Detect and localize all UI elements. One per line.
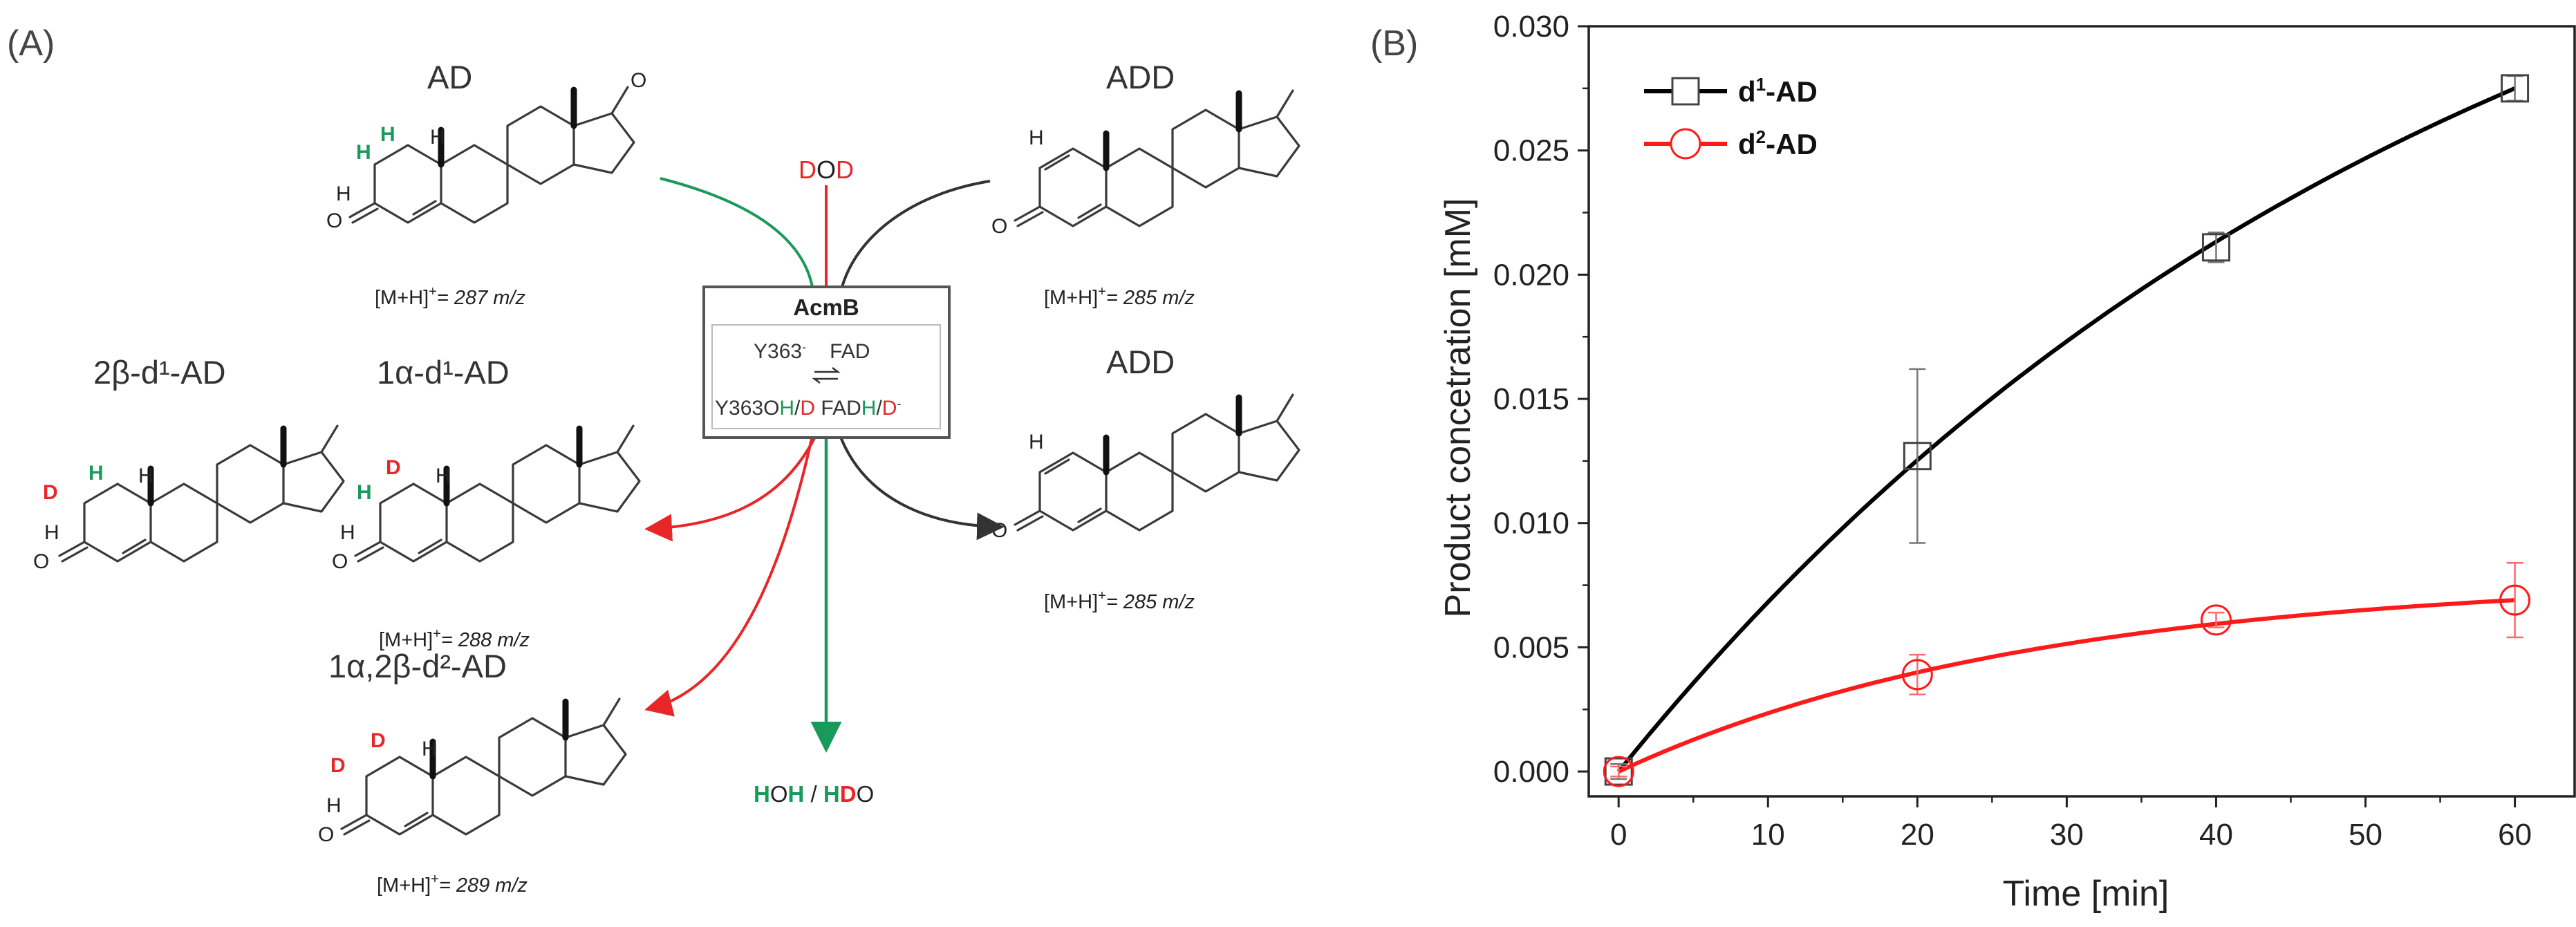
data-point-circle	[2200, 604, 2232, 636]
fit-curve-2	[1617, 598, 2515, 774]
svg-text:H: H	[44, 521, 59, 544]
svg-text:O: O	[991, 215, 1007, 238]
y-tick-label: 0.025	[1493, 134, 1569, 168]
1alpha-d1-ad-structure: O H H D H	[332, 426, 640, 573]
svg-text:H: H	[340, 521, 355, 544]
svg-text:H: H	[138, 465, 153, 487]
svg-text:O: O	[991, 519, 1007, 542]
svg-text:H: H	[357, 481, 372, 504]
svg-text:H: H	[430, 126, 445, 149]
legend-label: d1-AD	[1738, 74, 1818, 108]
x-tick-label: 10	[1751, 818, 1785, 852]
arrow-to-d2-ad	[644, 435, 814, 717]
add-structure-bottom: O H	[991, 395, 1299, 542]
y-tick-label: 0.005	[1493, 630, 1569, 664]
data-point-square	[1903, 442, 1932, 471]
compound-name-ad: AD	[427, 59, 472, 95]
svg-text:O: O	[332, 550, 348, 573]
svg-text:O: O	[318, 823, 334, 846]
svg-text:H: H	[1029, 431, 1044, 453]
reaction-scheme: (A) O H H H H O AD [M+H]+= 287 m/z O H D…	[7, 24, 1334, 897]
data-point-circle	[2499, 584, 2531, 616]
data-point-square	[2501, 74, 2530, 103]
x-tick-label: 20	[1901, 818, 1934, 852]
x-tick-label: 50	[2349, 818, 2382, 852]
mz-1alpha-2beta-d2-ad: [M+H]+= 289 m/z	[377, 872, 528, 897]
panel-b-label: (B)	[1370, 24, 1418, 64]
add-structure-top: O H	[991, 91, 1299, 238]
1alpha-2beta-d2-ad-structure: O H D D H	[318, 699, 626, 846]
legend-marker-square	[1671, 77, 1700, 106]
svg-text:D: D	[371, 729, 386, 752]
svg-text:H: H	[88, 462, 104, 485]
svg-text:H: H	[422, 738, 437, 760]
plot-frame	[1587, 25, 2576, 798]
svg-text:Y363OH/D FADH/D-: Y363OH/D FADH/D-	[715, 397, 901, 420]
compound-name-1alpha-2beta-d2-ad: 1α,2β-d²-AD	[328, 648, 507, 684]
x-tick-label: 0	[1610, 818, 1627, 852]
data-point-square	[1604, 757, 1633, 786]
water-products: HOH / HDO	[754, 781, 874, 807]
fit-curve-1	[1616, 86, 2516, 773]
svg-text:D: D	[386, 456, 401, 479]
svg-text:O: O	[631, 69, 646, 92]
panel-a-label: (A)	[7, 24, 55, 64]
svg-text:Y363-FAD: Y363- FAD	[754, 340, 870, 363]
svg-text:O: O	[326, 209, 342, 232]
svg-text:H: H	[1029, 127, 1044, 149]
legend-marker-circle	[1670, 128, 1701, 160]
mz-add-bottom: [M+H]+= 285 m/z	[1044, 588, 1195, 613]
legend-label: d2-AD	[1738, 127, 1818, 160]
svg-text:H: H	[336, 182, 351, 205]
svg-text:H: H	[326, 794, 342, 817]
data-point-square	[2201, 233, 2230, 262]
svg-text:H: H	[436, 465, 451, 487]
y-tick-label: 0.010	[1493, 507, 1569, 541]
x-axis-title: Time [min]	[2003, 874, 2169, 914]
y-tick-label: 0.020	[1493, 258, 1569, 292]
y-tick-label: 0.000	[1493, 755, 1569, 789]
compound-name-2beta-d1-ad: 2β-d¹-AD	[93, 354, 226, 391]
compound-name-1alpha-d1-ad: 1α-d¹-AD	[377, 354, 510, 391]
x-tick-label: 40	[2199, 818, 2233, 852]
mz-1alpha-d1-ad: [M+H]+= 288 m/z	[379, 626, 530, 651]
y-tick-label: 0.030	[1493, 10, 1569, 44]
2beta-d1-ad-structure: O H D H H	[33, 426, 344, 573]
mz-ad: [M+H]+= 287 m/z	[375, 284, 525, 309]
data-point-circle	[1901, 659, 1933, 691]
reagent-dod: DOD	[799, 156, 854, 184]
arrow-add-in	[841, 180, 991, 288]
svg-text:D: D	[43, 481, 58, 504]
svg-text:D: D	[330, 754, 346, 777]
enzyme-name: AcmB	[793, 294, 859, 320]
x-tick-label: 30	[2050, 818, 2084, 852]
compound-name-add-bottom: ADD	[1106, 344, 1175, 380]
svg-text:H: H	[356, 141, 371, 164]
kinetics-chart: (B) 0 10 20 30 40 50 60 0.000 0.005 0.010 0.015 0.0…	[1370, 10, 2576, 914]
mz-add-top: [M+H]+= 285 m/z	[1044, 284, 1195, 309]
acmb-enzyme-box: AcmB Y363- FAD Y363OH/D FADH/D-	[702, 285, 951, 439]
svg-text:O: O	[33, 550, 49, 573]
y-axis-title: Product concetration [mM]	[1438, 198, 1478, 618]
compound-name-add-top: ADD	[1106, 59, 1175, 95]
svg-text:H: H	[380, 123, 395, 146]
x-tick-label: 60	[2498, 818, 2532, 852]
arrow-ad-in	[660, 177, 814, 288]
data-point-circle	[1603, 756, 1634, 787]
y-tick-label: 0.015	[1493, 382, 1569, 416]
ad-structure: O H H H H O	[326, 69, 646, 232]
arrow-to-add	[839, 435, 1005, 541]
arrow-to-1alpha-d1-ad	[644, 435, 817, 542]
